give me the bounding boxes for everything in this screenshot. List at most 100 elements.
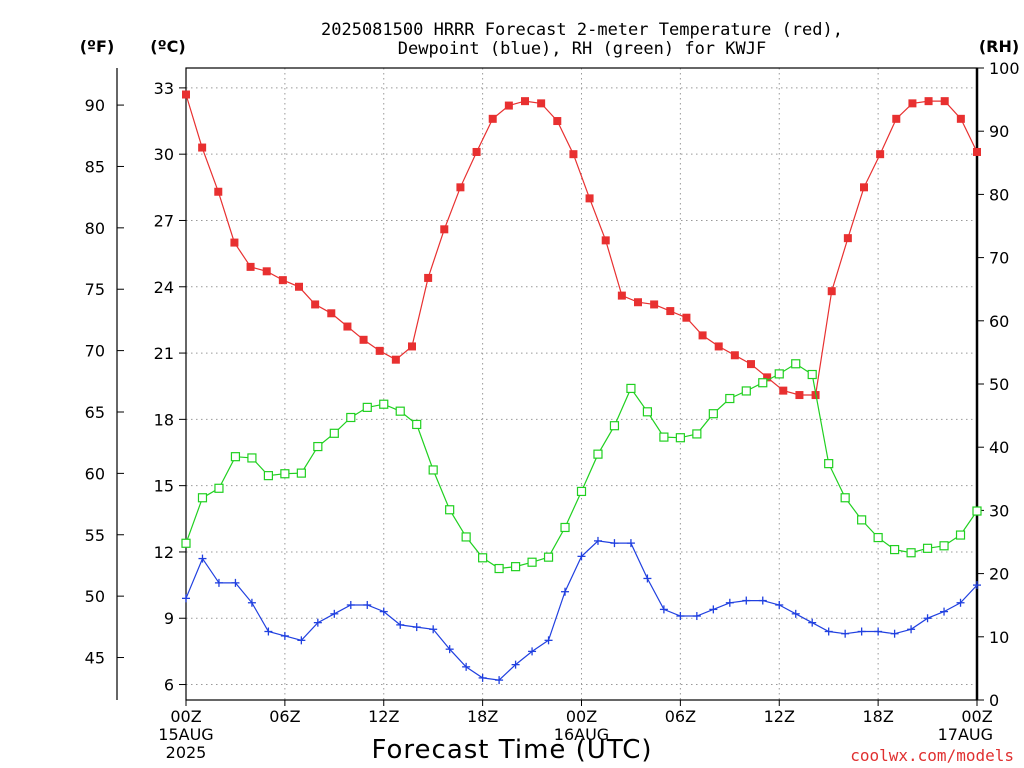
- fahrenheit-tick-label: 90: [85, 96, 105, 115]
- temperature-point: [908, 99, 917, 108]
- dewpoint-point: [709, 605, 718, 614]
- fahrenheit-tick-label: 70: [85, 342, 105, 361]
- dewpoint-point: [643, 574, 652, 583]
- celsius-tick-label: 15: [154, 477, 174, 496]
- rh-point: [890, 544, 900, 555]
- temperature-point: [262, 267, 271, 276]
- celsius-tick-label: 18: [154, 410, 174, 429]
- dewpoint-point: [956, 598, 965, 607]
- rh-point: [412, 419, 422, 430]
- chart-title-line2: Dewpoint (blue), RH (green) for KWJF: [398, 39, 766, 59]
- rh-tick-label: 90: [989, 122, 1009, 141]
- series-lines: [181, 90, 982, 685]
- temperature-point: [214, 187, 223, 196]
- rh-point: [576, 486, 587, 497]
- celsius-tick-label: 33: [154, 79, 174, 98]
- x-tick-label: 00Z: [566, 707, 597, 726]
- dewpoint-point: [379, 607, 388, 616]
- rh-tick-label: 20: [989, 565, 1009, 584]
- dewpoint-point: [775, 600, 784, 609]
- dewpoint-point: [462, 662, 471, 671]
- series-line: [185, 363, 978, 570]
- rh-point: [494, 563, 504, 574]
- temperature-point: [940, 97, 949, 106]
- rh-point: [379, 399, 389, 409]
- temperature-point: [747, 360, 755, 369]
- temperature-point: [698, 331, 707, 340]
- dewpoint-point: [231, 578, 240, 587]
- dewpoint-point: [445, 645, 454, 654]
- x-tick-label: 12Z: [368, 707, 399, 726]
- celsius-tick-label: 24: [154, 278, 174, 297]
- celsius-tick-label: 9: [164, 609, 174, 628]
- fahrenheit-tick-label: 85: [85, 157, 105, 176]
- x-tick-label: 2025: [166, 743, 207, 762]
- dewpoint-point: [561, 587, 570, 596]
- rh-point: [560, 522, 570, 533]
- x-tick-label: 18Z: [862, 707, 893, 726]
- rh-point: [247, 453, 257, 463]
- dewpoint-point: [198, 554, 207, 563]
- rh-point: [214, 483, 224, 493]
- temperature-point: [617, 291, 626, 300]
- temperature-point: [472, 147, 481, 156]
- rh-tick-label: 40: [989, 438, 1009, 457]
- dewpoint-point: [363, 600, 372, 609]
- temperature-point: [424, 273, 433, 282]
- dewpoint-point: [528, 647, 537, 656]
- rh-point: [692, 429, 702, 439]
- rh-point: [543, 552, 554, 562]
- axes: [116, 67, 984, 706]
- chart-title-line1: 2025081500 HRRR Forecast 2-meter Tempera…: [321, 20, 843, 40]
- temperature-point: [601, 236, 610, 245]
- rh-point: [873, 532, 883, 543]
- rh-point: [758, 378, 768, 388]
- rh-point: [593, 449, 603, 459]
- dewpoint-point: [429, 625, 438, 634]
- fahrenheit-tick-label: 75: [85, 280, 105, 299]
- temperature-point: [763, 373, 772, 382]
- rh-point: [955, 530, 966, 540]
- dewpoint-point: [890, 629, 899, 638]
- dewpoint-point: [626, 539, 635, 548]
- rh-point: [445, 505, 455, 515]
- dewpoint-point: [297, 636, 306, 645]
- temperature-point: [521, 97, 529, 106]
- rh-tick-label: 50: [989, 375, 1009, 394]
- fahrenheit-unit-label: (ºF): [80, 37, 115, 56]
- dewpoint-point: [593, 536, 602, 545]
- series-line: [185, 94, 978, 396]
- temperature-point: [182, 90, 190, 99]
- dewpoint-point: [247, 598, 256, 607]
- fahrenheit-tick-label: 50: [85, 587, 105, 606]
- dewpoint-point: [313, 618, 322, 627]
- rh-point: [939, 541, 949, 551]
- dewpoint-point: [346, 600, 355, 609]
- temperature-point: [714, 342, 723, 351]
- dewpoint-point: [676, 612, 685, 621]
- temperature-point: [569, 150, 578, 159]
- x-tick-label: 06Z: [269, 707, 300, 726]
- x-tick-label: 18Z: [467, 707, 498, 726]
- rh-tick-label: 80: [989, 185, 1009, 204]
- temperature-point: [634, 298, 642, 307]
- rh-tick-label: 100: [989, 59, 1020, 78]
- x-tick-label: 16AUG: [554, 725, 609, 744]
- fahrenheit-tick-label: 55: [85, 526, 105, 545]
- dewpoint-point: [808, 618, 817, 627]
- rh-point: [675, 433, 685, 443]
- rh-point: [642, 407, 653, 417]
- x-axis-label: Forecast Time (UTC): [371, 735, 652, 765]
- rh-point: [428, 465, 438, 475]
- x-tick-label: 15AUG: [158, 725, 213, 744]
- x-tick-label: 00Z: [170, 707, 201, 726]
- rh-point: [857, 515, 867, 525]
- rh-unit-label: (RH): [979, 37, 1019, 56]
- series-temperature: [182, 90, 981, 400]
- celsius-tick-label: 30: [154, 145, 174, 164]
- dewpoint-point: [511, 660, 520, 669]
- dewpoint-point: [412, 623, 421, 632]
- dewpoint-point: [725, 598, 734, 607]
- temperature-point: [359, 335, 368, 344]
- temperature-point: [278, 276, 287, 285]
